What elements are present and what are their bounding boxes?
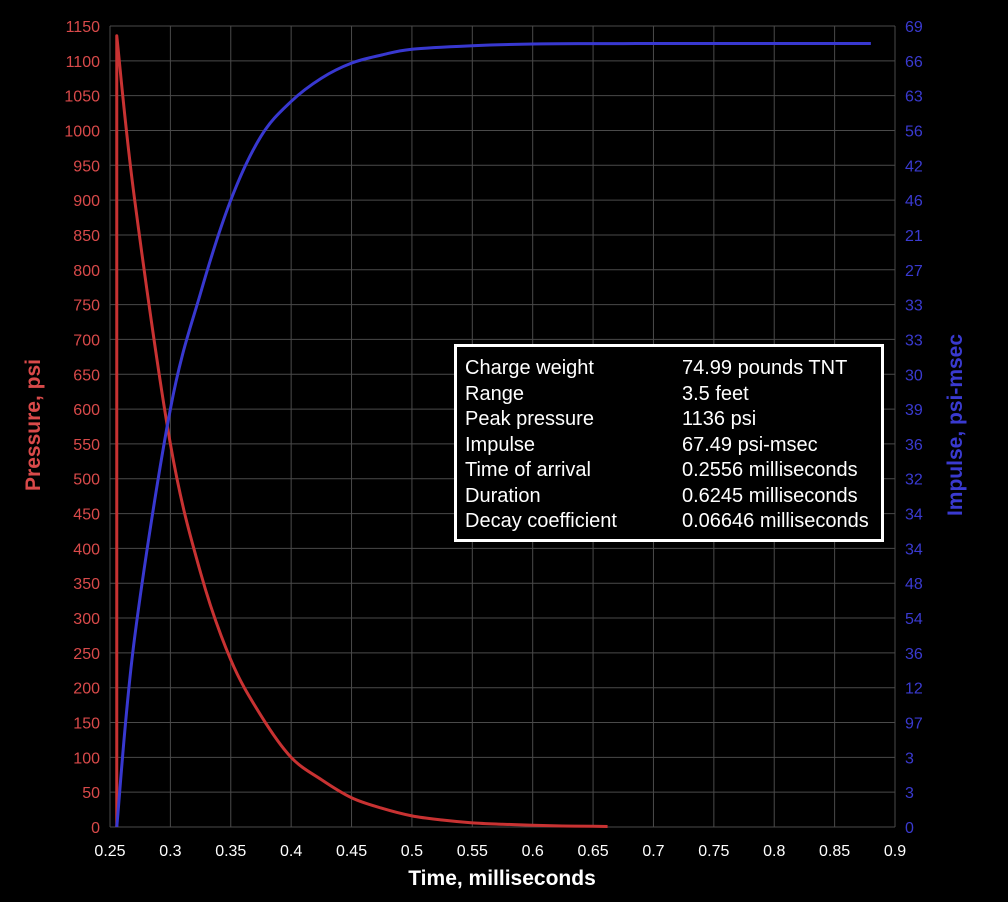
impulse-line (115, 42, 871, 828)
series-layer (115, 34, 871, 828)
info-value: 3.5 feet (682, 382, 749, 405)
y-left-tick-label: 900 (73, 193, 100, 210)
y-left-tick-label: 0 (91, 820, 100, 837)
x-tick-label: 0.55 (457, 843, 488, 860)
info-value: 0.6245 milliseconds (682, 484, 858, 507)
info-row-range: Range 3.5 feet (465, 382, 881, 408)
info-box: Charge weight 74.99 pounds TNT Range 3.5… (454, 344, 884, 542)
y-left-tick-label: 650 (73, 367, 100, 384)
x-tick-label: 0.65 (578, 843, 609, 860)
y-right-tick-label: 27 (905, 263, 923, 280)
y-left-tick-label: 250 (73, 646, 100, 663)
x-tick-label: 0.7 (642, 843, 664, 860)
y-left-tick-label: 500 (73, 472, 100, 489)
y-left-tick-label: 700 (73, 332, 100, 349)
info-value: 67.49 psi-msec (682, 433, 818, 456)
y-right-tick-label: 69 (905, 19, 923, 36)
left-axis-title: Pressure, psi (22, 359, 45, 491)
info-row-impulse: Impulse 67.49 psi-msec (465, 433, 881, 459)
info-label: Impulse (465, 433, 536, 456)
y-left-tick-label: 800 (73, 263, 100, 280)
y-right-tick-label: 39 (905, 402, 923, 419)
info-row-duration: Duration 0.6245 milliseconds (465, 484, 881, 510)
y-left-tick-label: 350 (73, 576, 100, 593)
y-right-tick-label: 46 (905, 193, 923, 210)
x-tick-label: 0.85 (819, 843, 850, 860)
y-right-tick-label: 54 (905, 611, 923, 628)
x-tick-label: 0.75 (698, 843, 729, 860)
y-right-tick-label: 42 (905, 158, 923, 175)
y-left-tick-label: 550 (73, 437, 100, 454)
info-label: Time of arrival (465, 459, 591, 482)
y-right-tick-label: 56 (905, 123, 923, 140)
y-right-tick-label: 33 (905, 332, 923, 349)
y-left-tick-label: 200 (73, 681, 100, 698)
x-tick-label: 0.35 (215, 843, 246, 860)
x-axis-title: Time, milliseconds (408, 867, 596, 890)
y-left-tick-label: 600 (73, 402, 100, 419)
tick-labels: 0.25 0.3 0.35 0.4 0.45 0.5 0.55 0.6 0.65 0.7 0.75 0… (64, 19, 922, 860)
x-tick-label: 0.45 (336, 843, 367, 860)
y-left-tick-label: 1000 (64, 123, 100, 140)
info-value: 0.06646 milliseconds (682, 510, 869, 533)
info-row-decay-coefficient: Decay coefficient 0.06646 milliseconds (465, 509, 881, 535)
y-left-tick-label: 150 (73, 716, 100, 733)
info-label: Decay coefficient (465, 510, 617, 533)
x-tick-label: 0.25 (94, 843, 125, 860)
y-left-tick-label: 750 (73, 298, 100, 315)
y-left-tick-label: 1050 (64, 89, 100, 106)
y-left-tick-label: 300 (73, 611, 100, 628)
x-tick-label: 0.6 (522, 843, 544, 860)
y-right-tick-label: 34 (905, 507, 923, 524)
y-right-tick-label: 3 (905, 750, 914, 767)
y-right-tick-label: 12 (905, 681, 923, 698)
y-right-tick-label: 36 (905, 437, 923, 454)
y-right-tick-label: 21 (905, 228, 923, 245)
y-left-tick-label: 50 (82, 785, 100, 802)
y-left-tick-label: 1150 (66, 19, 101, 36)
right-axis-title: Impulse, psi-msec (944, 334, 967, 516)
y-left-tick-label: 100 (73, 750, 100, 767)
y-left-tick-label: 850 (73, 228, 100, 245)
x-tick-label: 0.8 (763, 843, 785, 860)
y-right-tick-label: 36 (905, 646, 923, 663)
info-row-charge-weight: Charge weight 74.99 pounds TNT (465, 356, 881, 382)
y-left-tick-label: 1100 (66, 54, 101, 71)
info-value: 74.99 pounds TNT (682, 357, 848, 380)
info-value: 0.2556 milliseconds (682, 459, 858, 482)
info-label: Peak pressure (465, 408, 594, 431)
y-right-tick-label: 3 (905, 785, 914, 802)
y-left-tick-label: 950 (73, 158, 100, 175)
x-tick-label: 0.3 (159, 843, 181, 860)
y-right-tick-label: 63 (905, 89, 923, 106)
x-tick-label: 0.4 (280, 843, 302, 860)
info-value: 1136 psi (682, 408, 757, 431)
info-row-peak-pressure: Peak pressure 1136 psi (465, 407, 881, 433)
y-right-tick-label: 32 (905, 472, 923, 489)
y-right-tick-label: 48 (905, 576, 923, 593)
y-right-tick-label: 66 (905, 54, 923, 71)
y-right-tick-label: 0 (905, 820, 914, 837)
info-row-time-of-arrival: Time of arrival 0.2556 milliseconds (465, 458, 881, 484)
y-left-tick-label: 450 (73, 507, 100, 524)
x-tick-label: 0.9 (884, 843, 906, 860)
y-left-tick-label: 400 (73, 541, 100, 558)
y-right-tick-label: 97 (905, 716, 923, 733)
x-tick-label: 0.5 (401, 843, 423, 860)
y-right-tick-label: 34 (905, 541, 923, 558)
y-right-tick-label: 33 (905, 298, 923, 315)
info-label: Charge weight (465, 357, 594, 380)
y-right-tick-label: 30 (905, 367, 923, 384)
info-label: Range (465, 382, 524, 405)
info-label: Duration (465, 484, 541, 507)
